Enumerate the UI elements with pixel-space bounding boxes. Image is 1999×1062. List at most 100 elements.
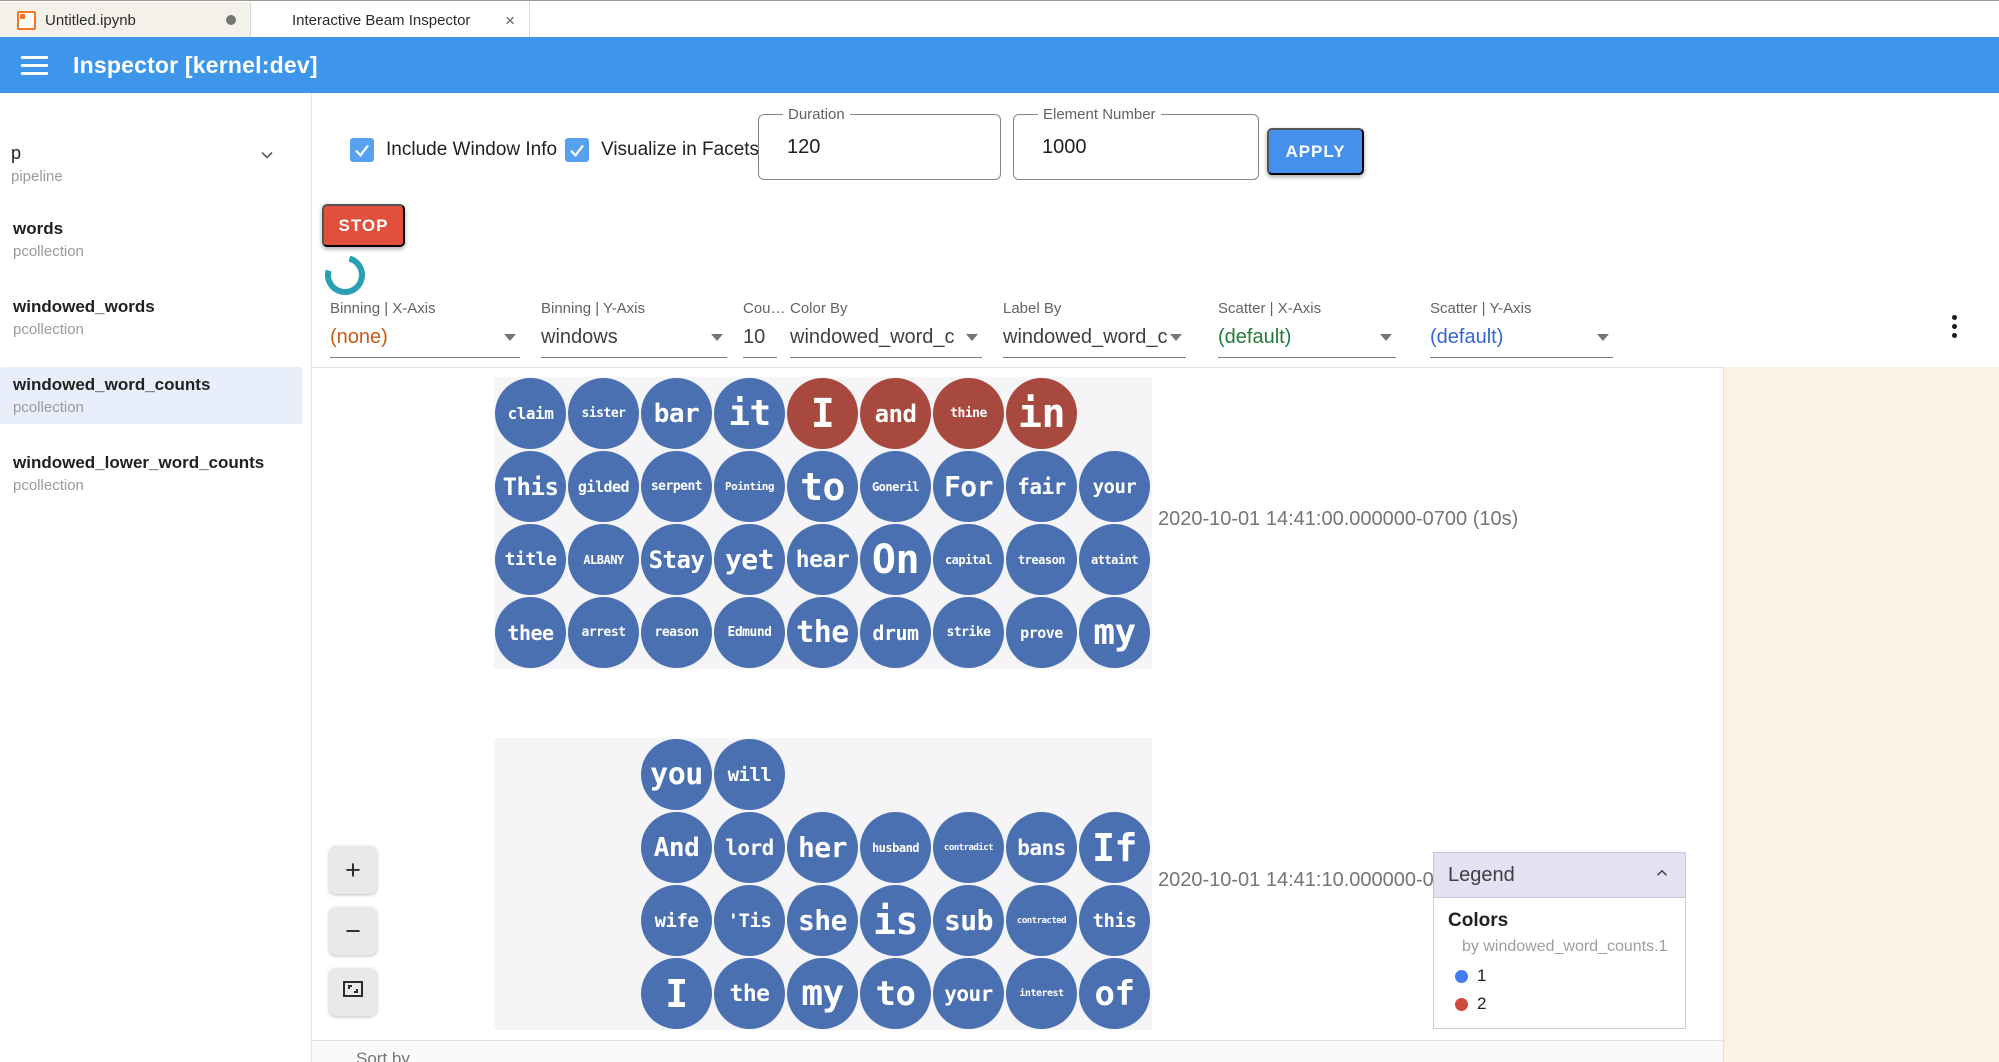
word-bubble[interactable]: yet bbox=[714, 524, 785, 595]
word-bubble[interactable]: wife bbox=[641, 885, 712, 956]
facets-control-valuerow: windows bbox=[541, 326, 727, 349]
word-bubble[interactable]: On bbox=[860, 524, 931, 595]
word-bubble[interactable]: strike bbox=[933, 597, 1004, 668]
zoom-out-button[interactable]: − bbox=[329, 907, 377, 955]
word-bubble[interactable]: prove bbox=[1006, 597, 1077, 668]
checkbox-icon[interactable] bbox=[565, 138, 589, 162]
word-bubble[interactable]: is bbox=[860, 885, 931, 956]
facets-control-4[interactable]: Label By windowed_word_c bbox=[1003, 300, 1186, 358]
word-bubble[interactable]: bar bbox=[641, 378, 712, 449]
legend-header[interactable]: Legend bbox=[1433, 852, 1686, 898]
facets-control-label: Scatter | Y-Axis bbox=[1430, 300, 1532, 317]
word-bubble[interactable]: thee bbox=[495, 597, 566, 668]
word-bubble[interactable]: gilded bbox=[568, 451, 639, 522]
word-bubble[interactable]: And bbox=[641, 812, 712, 883]
word-bubble[interactable]: treason bbox=[1006, 524, 1077, 595]
word-bubble[interactable]: your bbox=[1079, 451, 1150, 522]
word-bubble[interactable]: it bbox=[714, 378, 785, 449]
facets-control-2[interactable]: Cou… 10 bbox=[743, 300, 786, 358]
word-bubble[interactable]: This bbox=[495, 451, 566, 522]
facets-control-3[interactable]: Color By windowed_word_c bbox=[790, 300, 982, 358]
sidebar-item-words[interactable]: words pcollection bbox=[0, 211, 302, 268]
word-bubble[interactable]: I bbox=[641, 958, 712, 1029]
checkbox-visualize-in-facets[interactable]: Visualize in Facets bbox=[565, 138, 759, 162]
word-bubble[interactable]: capital bbox=[933, 524, 1004, 595]
word-bubble[interactable]: contracted bbox=[1006, 885, 1077, 956]
word-bubble[interactable]: in bbox=[1006, 378, 1077, 449]
word-bubble[interactable]: ALBANY bbox=[568, 524, 639, 595]
word-bubble[interactable]: husband bbox=[860, 812, 931, 883]
word-bubble[interactable]: the bbox=[714, 958, 785, 1029]
word-bubble[interactable]: her bbox=[787, 812, 858, 883]
facets-control-1[interactable]: Binning | Y-Axis windows bbox=[541, 300, 727, 358]
word-bubble[interactable]: claim bbox=[495, 378, 566, 449]
word-bubble[interactable]: of bbox=[1079, 958, 1150, 1029]
facets-control-value: (none) bbox=[330, 326, 388, 348]
word-bubble[interactable]: bans bbox=[1006, 812, 1077, 883]
sidebar-item-windowed_words[interactable]: windowed_words pcollection bbox=[0, 289, 302, 346]
word-bubble[interactable]: and bbox=[860, 378, 931, 449]
word-bubble[interactable]: you bbox=[641, 739, 712, 810]
tab-title: Untitled.ipynb bbox=[45, 11, 136, 29]
word-bubble[interactable]: sister bbox=[568, 378, 639, 449]
sidebar-item-windowed_word_counts[interactable]: windowed_word_counts pcollection bbox=[0, 367, 302, 424]
word-bubble[interactable]: your bbox=[933, 958, 1004, 1029]
word-bubble[interactable]: to bbox=[787, 451, 858, 522]
close-icon[interactable]: × bbox=[505, 10, 515, 30]
dropdown-arrow-icon[interactable] bbox=[711, 334, 723, 341]
sidebar-item-windowed_lower_word_counts[interactable]: windowed_lower_word_counts pcollection bbox=[0, 445, 302, 502]
kebab-menu-icon[interactable] bbox=[1952, 315, 1957, 338]
tab-interactive-beam-inspector[interactable]: Interactive Beam Inspector × bbox=[250, 2, 530, 38]
word-bubble[interactable]: 'Tis bbox=[714, 885, 785, 956]
word-bubble[interactable]: I bbox=[787, 378, 858, 449]
word-bubble[interactable]: will bbox=[714, 739, 785, 810]
chevron-up-icon[interactable] bbox=[1653, 864, 1671, 887]
zoom-in-button[interactable]: + bbox=[329, 846, 377, 894]
word-bubble[interactable]: hear bbox=[787, 524, 858, 595]
facets-control-0[interactable]: Binning | X-Axis (none) bbox=[330, 300, 520, 358]
stop-button[interactable]: STOP bbox=[322, 204, 405, 247]
checkbox-include-window-info[interactable]: Include Window Info bbox=[350, 138, 557, 162]
dropdown-arrow-icon[interactable] bbox=[1597, 334, 1609, 341]
word-bubble[interactable]: fair bbox=[1006, 451, 1077, 522]
facets-control-6[interactable]: Scatter | Y-Axis (default) bbox=[1430, 300, 1613, 358]
word-bubble[interactable]: Stay bbox=[641, 524, 712, 595]
apply-button[interactable]: APPLY bbox=[1267, 128, 1364, 175]
word-bubble[interactable]: contradict bbox=[933, 812, 1004, 883]
word-bubble[interactable]: this bbox=[1079, 885, 1150, 956]
word-bubble[interactable]: the bbox=[787, 597, 858, 668]
word-bubble[interactable]: my bbox=[1079, 597, 1150, 668]
dropdown-arrow-icon[interactable] bbox=[1380, 334, 1392, 341]
word-bubble[interactable]: For bbox=[933, 451, 1004, 522]
facets-control-5[interactable]: Scatter | X-Axis (default) bbox=[1218, 300, 1396, 358]
fit-to-screen-button[interactable] bbox=[329, 968, 377, 1016]
checkbox-icon[interactable] bbox=[350, 138, 374, 162]
word-bubble[interactable]: Pointing bbox=[714, 451, 785, 522]
word-bubble[interactable]: thine bbox=[933, 378, 1004, 449]
menu-icon[interactable] bbox=[21, 55, 48, 75]
word-bubble[interactable]: title bbox=[495, 524, 566, 595]
chevron-down-icon[interactable] bbox=[257, 145, 277, 170]
word-bubble[interactable]: Goneril bbox=[860, 451, 931, 522]
word-bubble[interactable]: If bbox=[1079, 812, 1150, 883]
word-bubble[interactable]: my bbox=[787, 958, 858, 1029]
dropdown-arrow-icon[interactable] bbox=[504, 334, 516, 341]
word-bubble[interactable]: interest bbox=[1006, 958, 1077, 1029]
word-bubble[interactable]: arrest bbox=[568, 597, 639, 668]
word-bubble[interactable]: attaint bbox=[1079, 524, 1150, 595]
field-input[interactable] bbox=[785, 134, 974, 160]
dropdown-arrow-icon[interactable] bbox=[966, 334, 978, 341]
word-bubble[interactable]: to bbox=[860, 958, 931, 1029]
dropdown-arrow-icon[interactable] bbox=[1170, 334, 1182, 341]
sidebar-item-pipeline-root[interactable]: p pipeline bbox=[11, 143, 301, 185]
word-bubble[interactable]: lord bbox=[714, 812, 785, 883]
word-bubble[interactable]: serpent bbox=[641, 451, 712, 522]
word-bubble[interactable]: sub bbox=[933, 885, 1004, 956]
facets-control-value: windows bbox=[541, 326, 618, 348]
word-bubble[interactable]: drum bbox=[860, 597, 931, 668]
word-bubble[interactable]: reason bbox=[641, 597, 712, 668]
word-bubble[interactable]: Edmund bbox=[714, 597, 785, 668]
word-bubble[interactable]: she bbox=[787, 885, 858, 956]
tab-untitled-notebook[interactable]: Untitled.ipynb bbox=[0, 2, 250, 38]
field-input[interactable] bbox=[1040, 134, 1231, 160]
